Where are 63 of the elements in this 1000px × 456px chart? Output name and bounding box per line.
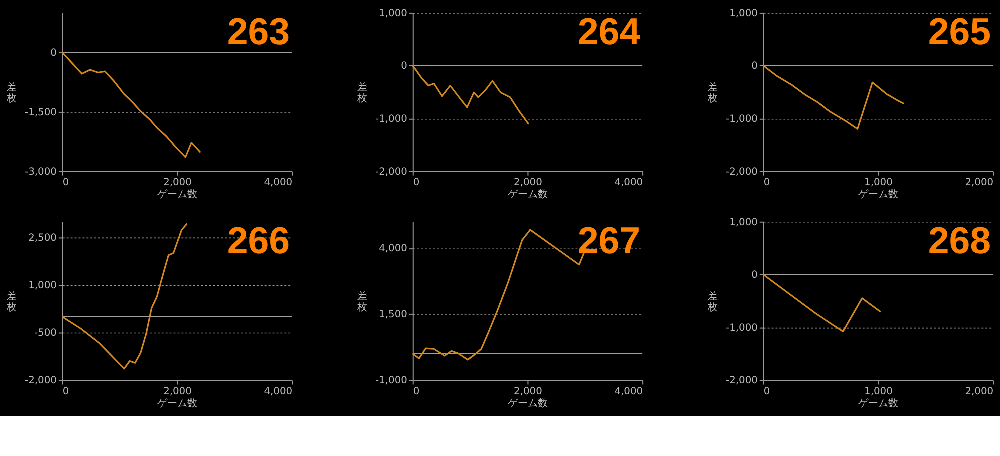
x-tick-label: 1,000 xyxy=(864,178,893,189)
y-tick-label: 2,500 xyxy=(28,233,57,244)
x-axis-title: ゲーム数 xyxy=(858,190,899,201)
line-series xyxy=(762,274,882,332)
y-tick-label: 4,000 xyxy=(379,244,408,255)
y-axis-title: 差枚 xyxy=(356,290,368,314)
line-series xyxy=(62,52,202,158)
x-tick-label: 1,000 xyxy=(864,386,893,398)
y-tick-label: -2,000 xyxy=(376,166,408,178)
y-axis-title: 差枚 xyxy=(707,290,718,314)
x-tick-label: 4,000 xyxy=(264,386,293,398)
y-tick-label: -1,500 xyxy=(25,107,57,118)
x-tick-label: 2,000 xyxy=(164,386,192,398)
y-axis-title: 差枚 xyxy=(6,82,18,105)
y-tick-label: -2,000 xyxy=(25,376,57,387)
x-tick-label: 0 xyxy=(62,178,70,189)
y-tick-label: 0 xyxy=(752,270,758,282)
x-tick-label: 2,000 xyxy=(164,178,192,189)
y-tick-label: 1,500 xyxy=(379,310,408,321)
chart-title: 267 xyxy=(578,220,641,262)
x-tick-label: 0 xyxy=(413,386,420,398)
x-tick-label: 2,000 xyxy=(965,178,994,189)
y-tick-label: -1,000 xyxy=(726,114,758,126)
y-tick-label: -500 xyxy=(34,328,57,340)
y-tick-label: -1,000 xyxy=(376,376,408,387)
x-tick-label: 4,000 xyxy=(264,178,293,189)
y-axis-title: 差枚 xyxy=(707,82,718,105)
chart-title: 265 xyxy=(928,10,992,53)
y-tick-label: 1,000 xyxy=(28,280,57,292)
x-tick-label: 2,000 xyxy=(514,178,542,189)
x-tick-label: 0 xyxy=(413,178,420,189)
x-tick-label: 2,000 xyxy=(965,386,994,398)
y-tick-label: -2,000 xyxy=(726,376,758,387)
y-tick-label: 1,000 xyxy=(379,8,408,20)
y-tick-label: 0 xyxy=(50,48,57,60)
x-axis-title: ゲーム数 xyxy=(508,398,548,410)
x-axis-title: ゲーム数 xyxy=(508,190,548,201)
chart-title: 266 xyxy=(227,220,290,262)
x-tick-label: 0 xyxy=(764,178,770,189)
x-tick-label: 0 xyxy=(764,386,770,398)
y-tick-label: -1,000 xyxy=(726,322,758,334)
y-tick-label: 0 xyxy=(401,61,408,72)
x-axis-title: ゲーム数 xyxy=(158,398,198,410)
chart-title: 264 xyxy=(578,10,641,53)
line-series xyxy=(412,64,530,126)
chart-title: 268 xyxy=(928,220,992,262)
x-tick-label: 0 xyxy=(62,386,70,398)
y-tick-label: 1,000 xyxy=(730,217,758,228)
y-axis-title: 差枚 xyxy=(356,82,368,105)
y-axis-title: 差枚 xyxy=(6,290,18,314)
line-series xyxy=(762,64,905,130)
y-tick-label: 1,000 xyxy=(730,8,758,20)
line-series xyxy=(62,222,188,370)
y-tick-label: 0 xyxy=(752,61,758,72)
chart-title: 263 xyxy=(227,10,290,53)
y-tick-label: -3,000 xyxy=(25,166,57,178)
x-axis-title: ゲーム数 xyxy=(858,398,899,410)
x-tick-label: 2,000 xyxy=(514,386,542,398)
y-tick-label: -1,000 xyxy=(376,114,408,126)
x-axis-title: ゲーム数 xyxy=(158,190,198,201)
x-tick-label: 4,000 xyxy=(614,386,644,398)
y-tick-label: -2,000 xyxy=(726,166,758,178)
x-tick-label: 4,000 xyxy=(614,178,644,189)
